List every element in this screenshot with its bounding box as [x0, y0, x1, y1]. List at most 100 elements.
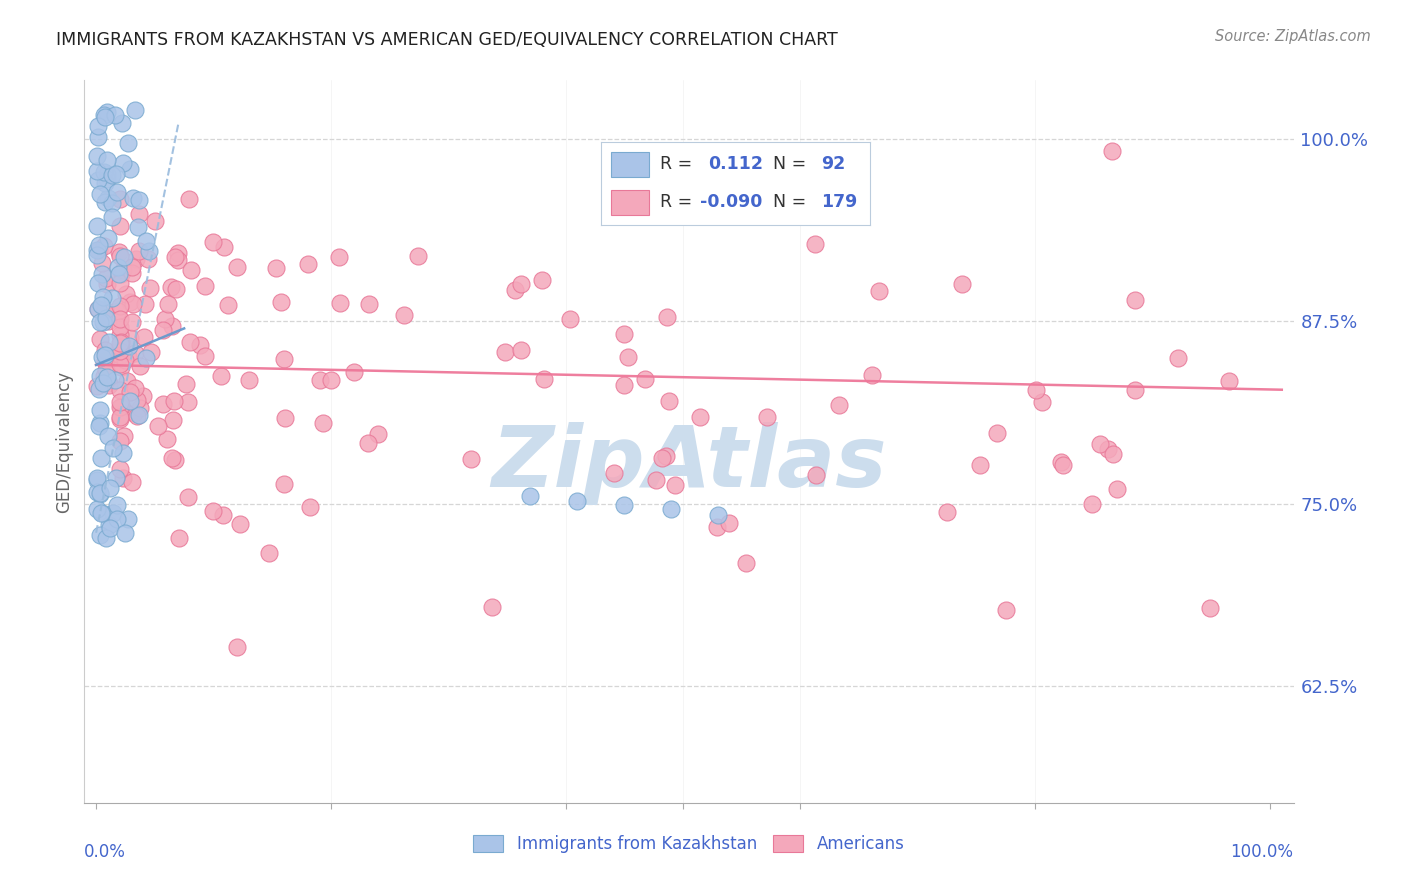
- Point: [97, 376, 120, 390]
- Point: [93, 164, 115, 178]
- Point: [91, 256, 114, 270]
- Point: [617, 350, 640, 364]
- Point: [97, 231, 120, 245]
- Point: [125, 252, 148, 267]
- Point: [110, 267, 132, 281]
- Point: [86, 248, 108, 262]
- Point: [112, 262, 135, 277]
- Point: [108, 400, 131, 414]
- Point: [89, 186, 111, 201]
- Point: [91, 267, 114, 281]
- Point: [509, 343, 531, 358]
- Point: [89, 485, 111, 500]
- Point: [98, 518, 121, 533]
- Point: [357, 436, 380, 450]
- Point: [194, 349, 217, 363]
- Legend: Immigrants from Kazakhstan, Americans: Immigrants from Kazakhstan, Americans: [467, 828, 911, 860]
- Point: [177, 490, 200, 504]
- Point: [177, 193, 200, 207]
- Point: [806, 467, 828, 482]
- Point: [238, 373, 260, 387]
- Point: [121, 266, 143, 280]
- Point: [89, 315, 111, 329]
- Point: [86, 172, 108, 186]
- Point: [97, 191, 120, 205]
- Point: [97, 429, 120, 443]
- Point: [96, 277, 118, 292]
- Point: [94, 194, 117, 209]
- Point: [519, 489, 541, 503]
- Point: [651, 451, 673, 466]
- Point: [111, 156, 134, 170]
- Point: [950, 277, 973, 291]
- Point: [125, 392, 148, 407]
- Point: [1102, 447, 1125, 461]
- Point: [343, 365, 366, 379]
- Point: [165, 282, 187, 296]
- Point: [108, 277, 131, 291]
- Point: [86, 219, 108, 234]
- Text: -0.090: -0.090: [700, 194, 762, 211]
- Point: [97, 335, 120, 350]
- Point: [93, 239, 115, 253]
- Point: [1097, 442, 1119, 456]
- Point: [707, 508, 730, 523]
- Point: [104, 373, 127, 387]
- Bar: [612, 152, 650, 177]
- Point: [129, 401, 152, 415]
- Point: [127, 220, 149, 235]
- Point: [129, 359, 152, 373]
- Point: [226, 260, 249, 274]
- Point: [755, 409, 778, 424]
- Point: [86, 473, 108, 487]
- Point: [86, 502, 108, 516]
- Point: [89, 238, 111, 252]
- Point: [108, 344, 131, 359]
- Point: [135, 351, 157, 365]
- Point: [328, 250, 350, 264]
- Point: [96, 171, 118, 186]
- Point: [89, 332, 111, 346]
- Point: [481, 599, 503, 614]
- Point: [209, 368, 232, 383]
- Point: [139, 345, 162, 359]
- Point: [734, 556, 756, 570]
- Point: [121, 475, 143, 489]
- Point: [121, 260, 143, 275]
- Point: [87, 119, 110, 133]
- Point: [91, 314, 114, 328]
- Text: R =: R =: [659, 155, 692, 173]
- Point: [121, 315, 143, 329]
- Point: [91, 376, 114, 390]
- Point: [118, 331, 141, 345]
- Point: [367, 426, 389, 441]
- Point: [530, 273, 553, 287]
- Point: [152, 397, 174, 411]
- Point: [163, 394, 186, 409]
- Point: [128, 207, 150, 221]
- Point: [94, 531, 117, 545]
- Point: [659, 502, 682, 516]
- Point: [111, 116, 134, 130]
- Point: [100, 521, 122, 535]
- Point: [155, 432, 177, 446]
- Point: [96, 362, 118, 376]
- Point: [94, 354, 117, 368]
- Point: [110, 359, 132, 374]
- Point: [117, 339, 139, 353]
- Point: [93, 302, 115, 317]
- Point: [108, 462, 131, 476]
- Point: [634, 371, 657, 385]
- Point: [138, 252, 160, 266]
- Point: [105, 512, 128, 526]
- Point: [105, 471, 128, 485]
- Point: [148, 418, 170, 433]
- Point: [533, 372, 555, 386]
- Point: [270, 295, 292, 310]
- Point: [645, 473, 668, 487]
- Text: 0.0%: 0.0%: [84, 843, 127, 861]
- Text: 100.0%: 100.0%: [1230, 843, 1294, 861]
- Point: [86, 163, 108, 178]
- Text: N =: N =: [773, 194, 806, 211]
- Point: [108, 320, 131, 334]
